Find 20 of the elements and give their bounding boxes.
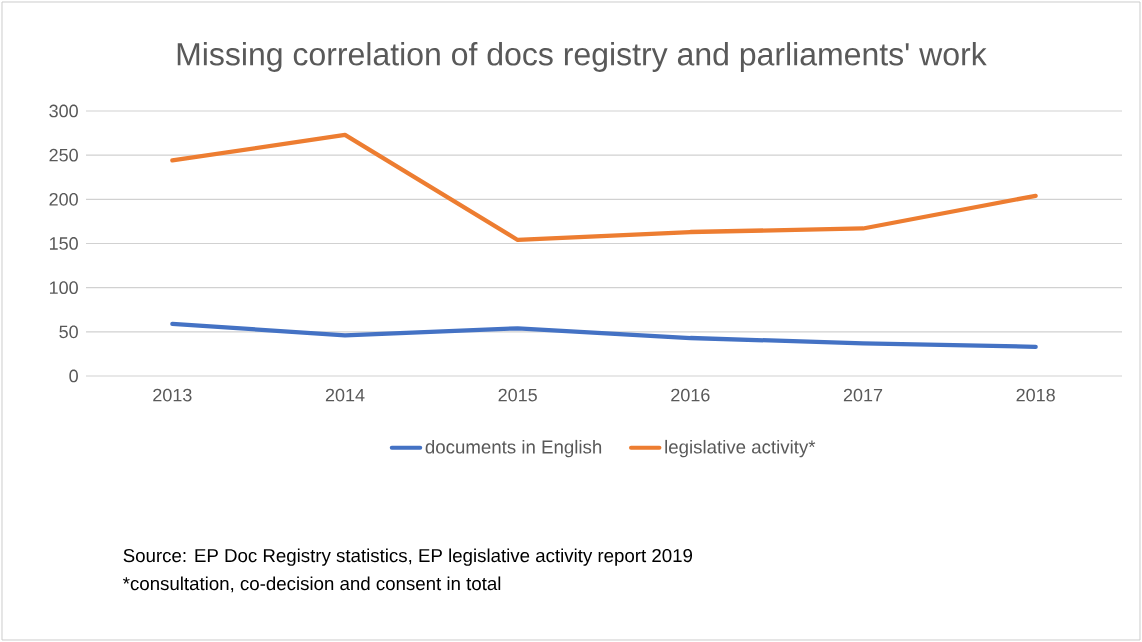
source-note: Source: EP Doc Registry statistics, EP legislative activity report 2019 xyxy=(123,548,693,566)
y-tick-label: 0 xyxy=(69,369,78,383)
x-tick-label: 2016 xyxy=(671,388,710,402)
x-tick-label: 2015 xyxy=(498,388,537,402)
line-series xyxy=(170,132,1038,243)
line-series xyxy=(170,321,1038,349)
y-tick-label: 100 xyxy=(49,281,78,295)
legend-label: legislative activity* xyxy=(665,439,816,458)
chart-title: Missing correlation of docs registry and parliaments' work xyxy=(177,42,987,72)
text: *consultation, co-decision and consent in total xyxy=(123,576,501,593)
x-tick-label: 2017 xyxy=(843,388,883,402)
x-tick-label: 2014 xyxy=(325,388,365,402)
legend-label: documents in English xyxy=(425,439,602,458)
x-tick-label: 2013 xyxy=(153,388,192,402)
x-tick-label: 2018 xyxy=(1016,388,1055,402)
y-tick-label: 250 xyxy=(49,148,78,162)
y-tick-label: 150 xyxy=(49,237,78,250)
y-tick-label: 50 xyxy=(59,325,78,339)
y-tick-label: 300 xyxy=(49,104,78,118)
y-tick-label: 200 xyxy=(49,192,78,206)
